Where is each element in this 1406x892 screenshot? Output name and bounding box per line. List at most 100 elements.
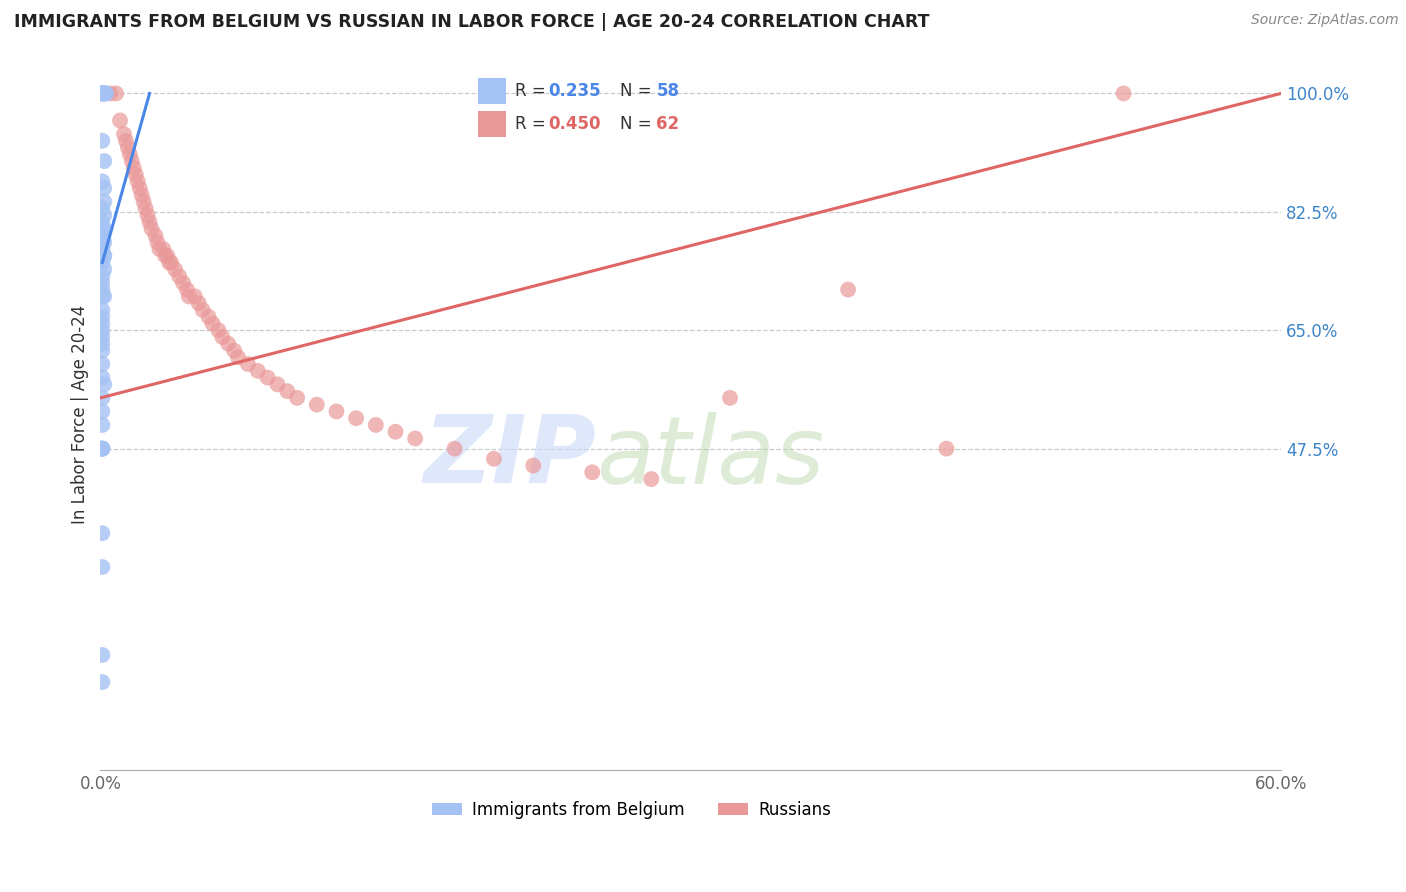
Point	[91, 317, 114, 331]
Point	[718, 391, 741, 405]
Point	[132, 194, 155, 209]
Point	[93, 87, 115, 101]
Point	[152, 242, 174, 256]
Point	[256, 370, 278, 384]
Point	[91, 87, 114, 101]
Point	[91, 330, 114, 344]
Text: Source: ZipAtlas.com: Source: ZipAtlas.com	[1251, 13, 1399, 28]
Point	[285, 391, 308, 405]
Point	[148, 242, 170, 256]
Point	[115, 134, 138, 148]
Point	[160, 255, 183, 269]
Point	[384, 425, 406, 439]
Point	[837, 283, 859, 297]
Point	[141, 221, 163, 235]
Point	[172, 276, 194, 290]
Point	[91, 404, 114, 418]
Point	[91, 235, 114, 250]
Point	[91, 87, 114, 101]
Point	[156, 249, 179, 263]
Point	[581, 465, 603, 479]
Point	[325, 404, 347, 418]
Point	[121, 154, 143, 169]
Point	[246, 364, 269, 378]
Point	[187, 296, 209, 310]
Point	[93, 194, 115, 209]
Point	[91, 417, 114, 432]
Point	[93, 377, 115, 392]
Point	[91, 228, 114, 243]
Point	[91, 228, 114, 243]
Point	[108, 113, 131, 128]
Point	[217, 336, 239, 351]
Point	[91, 370, 114, 384]
Point	[91, 283, 114, 297]
Point	[93, 221, 115, 235]
Legend: Immigrants from Belgium, Russians: Immigrants from Belgium, Russians	[426, 794, 838, 826]
Point	[155, 249, 177, 263]
Point	[91, 323, 114, 337]
Point	[177, 289, 200, 303]
Point	[91, 526, 114, 541]
Point	[935, 442, 957, 456]
Point	[91, 442, 114, 456]
Point	[91, 302, 114, 317]
Point	[91, 560, 114, 574]
Point	[136, 208, 159, 222]
Point	[93, 87, 115, 101]
Point	[105, 87, 128, 101]
Point	[93, 181, 115, 195]
Point	[93, 154, 115, 169]
Point	[145, 228, 167, 243]
Point	[118, 147, 141, 161]
Y-axis label: In Labor Force | Age 20-24: In Labor Force | Age 20-24	[72, 305, 89, 524]
Point	[91, 255, 114, 269]
Point	[93, 208, 115, 222]
Point	[224, 343, 246, 358]
Point	[131, 188, 153, 202]
Point	[91, 174, 114, 188]
Point	[93, 87, 115, 101]
Point	[236, 357, 259, 371]
Point	[91, 675, 114, 690]
Point	[98, 87, 121, 101]
Point	[201, 317, 224, 331]
Point	[226, 351, 249, 365]
Point	[443, 442, 465, 456]
Point	[91, 87, 114, 101]
Point	[91, 289, 114, 303]
Point	[640, 472, 662, 486]
Point	[305, 398, 328, 412]
Point	[127, 174, 149, 188]
Point	[91, 215, 114, 229]
Text: ZIP: ZIP	[423, 411, 596, 503]
Point	[167, 269, 190, 284]
Point	[207, 323, 229, 337]
Point	[91, 242, 114, 256]
Point	[91, 391, 114, 405]
Point	[184, 289, 207, 303]
Point	[266, 377, 288, 392]
Point	[138, 215, 160, 229]
Point	[91, 242, 114, 256]
Point	[93, 249, 115, 263]
Point	[91, 442, 114, 456]
Point	[91, 442, 114, 456]
Point	[91, 202, 114, 216]
Point	[146, 235, 169, 250]
Point	[128, 181, 150, 195]
Point	[93, 235, 115, 250]
Point	[191, 302, 214, 317]
Point	[482, 451, 505, 466]
Point	[93, 262, 115, 277]
Point	[93, 289, 115, 303]
Point	[1112, 87, 1135, 101]
Point	[211, 330, 233, 344]
Text: IMMIGRANTS FROM BELGIUM VS RUSSIAN IN LABOR FORCE | AGE 20-24 CORRELATION CHART: IMMIGRANTS FROM BELGIUM VS RUSSIAN IN LA…	[14, 13, 929, 31]
Point	[91, 343, 114, 358]
Point	[125, 168, 148, 182]
Point	[91, 269, 114, 284]
Point	[91, 442, 114, 456]
Point	[93, 87, 115, 101]
Point	[91, 357, 114, 371]
